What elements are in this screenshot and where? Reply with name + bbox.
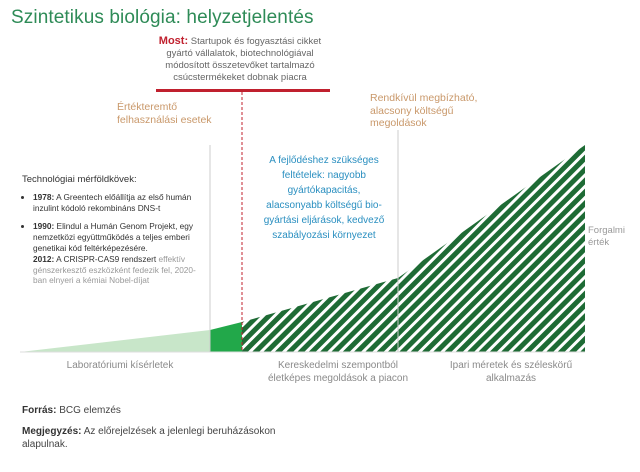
milestone-text: A CRISPR-CAS9 rendszert <box>56 253 157 264</box>
requirements-callout: A fejlődéshez szükséges feltételek: nagy… <box>263 155 385 241</box>
note-label: Megjegyzés: <box>22 426 82 437</box>
industrial-stage-striped-area <box>398 145 585 352</box>
note-text: Az előrejelzések a jelenlegi beruházások… <box>22 426 276 450</box>
lab-stage-area <box>20 330 210 352</box>
milestone-year: 1990: <box>33 221 55 232</box>
now-label: Most: <box>158 35 189 47</box>
milestone-text: A Greentech előállítja az első humán inz… <box>33 191 192 213</box>
value-applications-label: Értékteremtő felhasználási esetek <box>117 101 212 126</box>
page-title: Szintetikus biológia: helyzetjelentés <box>11 7 314 28</box>
source-note: Forrás: BCG elemzés <box>22 405 121 416</box>
footnote: Megjegyzés: Az előrejelzések a jelenlegi… <box>22 425 282 451</box>
milestone-text: Elindul a Humán Genom Projekt, egy nemze… <box>33 221 194 253</box>
market-value-label: Forgalmi érték <box>588 225 625 248</box>
milestone-item: 1978: A Greentech előállítja az első hum… <box>33 192 197 214</box>
now-marker-line <box>156 89 330 92</box>
source-text: BCG elemzés <box>59 405 121 416</box>
reliable-solutions-label: Rendkívül megbízható, alacsony költségű … <box>370 92 478 129</box>
technology-milestones: Technológiai mérföldkövek: 1978: A Green… <box>22 174 197 294</box>
milestone-extra: 2012: A CRISPR-CAS9 rendszert effektív g… <box>33 254 197 286</box>
now-text: Startupok és fogyasztási cikket gyártó v… <box>165 36 322 83</box>
milestones-heading: Technológiai mérföldkövek: <box>22 174 137 185</box>
milestone-year: 2012: <box>33 253 55 264</box>
stage-label-lab: Laboratóriumi kísérletek <box>66 360 174 371</box>
commercial-stage-striped-area <box>242 278 398 352</box>
source-label: Forrás: <box>22 405 57 416</box>
stage-label-commercial: Kereskedelmi szempontból életképes megol… <box>267 360 409 384</box>
stage-label-industrial: Ipari méretek és széleskörű alkalmazás <box>449 360 573 384</box>
now-callout: Most: Startupok és fogyasztási cikket gy… <box>150 35 330 84</box>
milestone-text-faded: effektív génszerkesztő eszközként fedezi… <box>33 253 196 286</box>
commercial-stage-solid-area <box>210 322 242 352</box>
milestone-year: 1978: <box>33 191 55 202</box>
milestone-item: 1990: Elindul a Humán Genom Projekt, egy… <box>33 221 197 286</box>
